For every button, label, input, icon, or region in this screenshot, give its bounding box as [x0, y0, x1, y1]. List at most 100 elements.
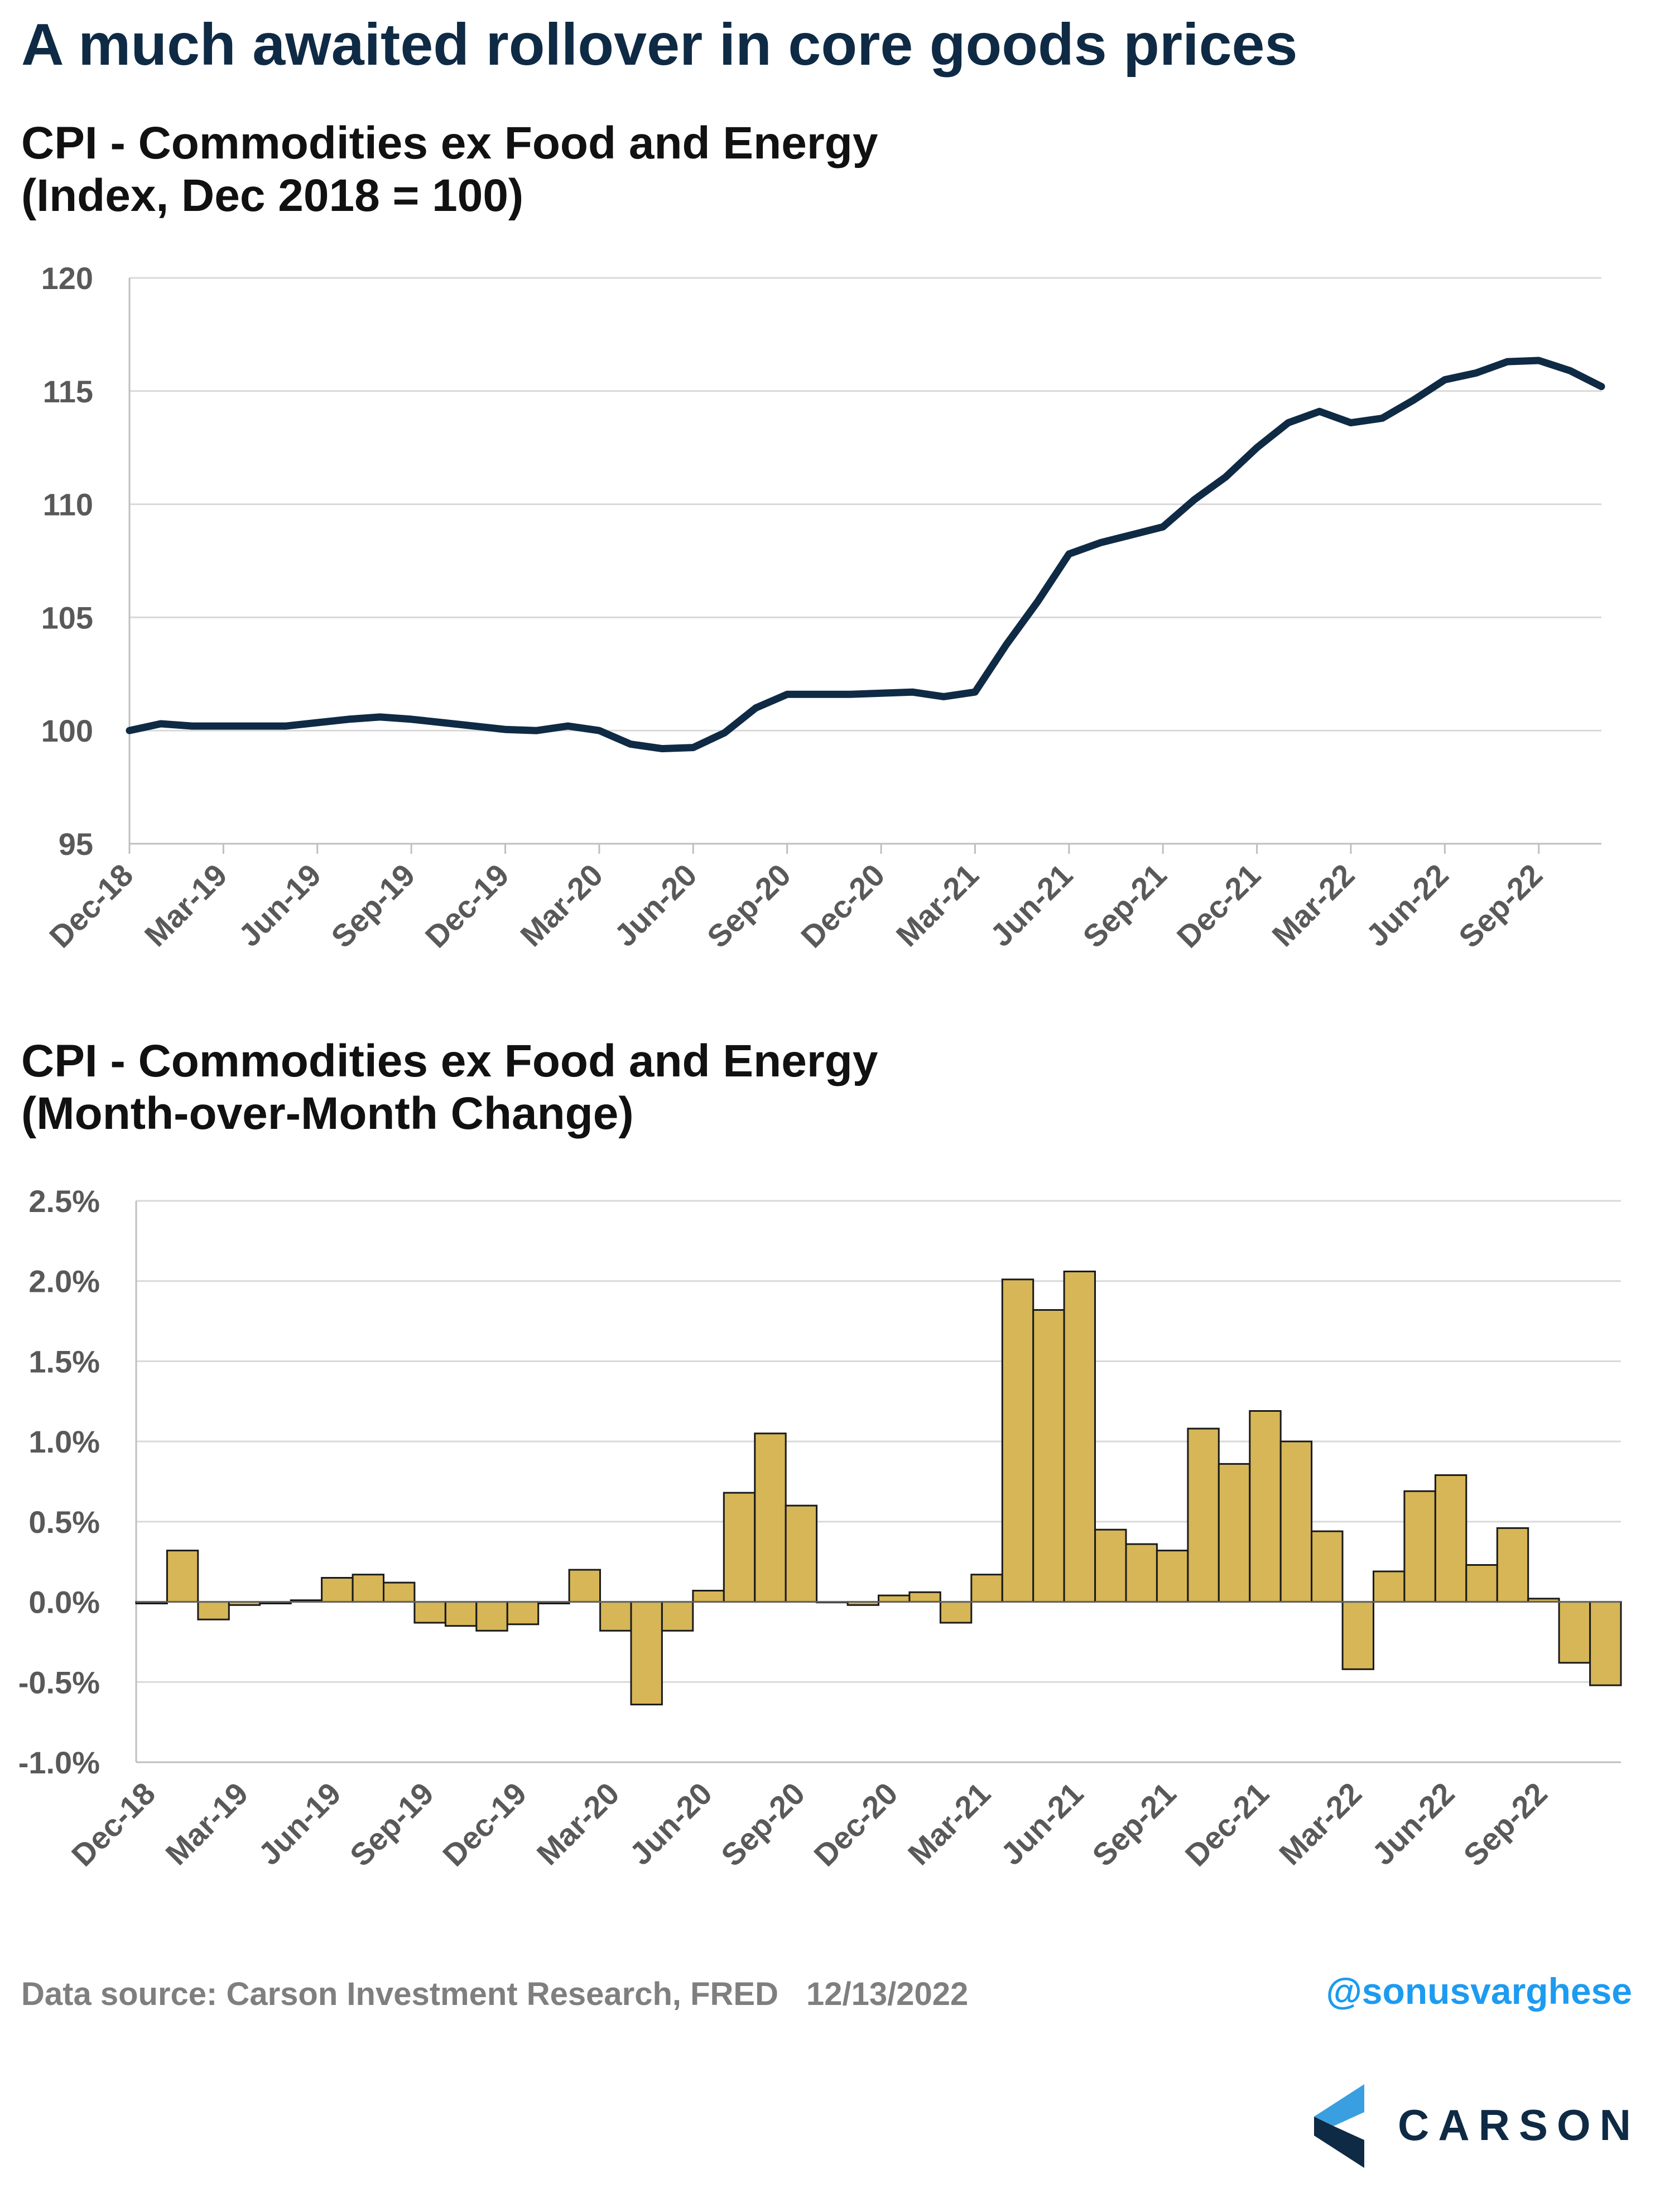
bar	[723, 1492, 756, 1603]
y-tick-label: 0.5%	[28, 1504, 100, 1540]
bar	[692, 1590, 725, 1603]
x-tick-label: Jun-21	[983, 857, 1079, 953]
bar	[197, 1601, 230, 1620]
x-tick-label: Mar-22	[1272, 1776, 1368, 1872]
x-tick-label: Dec-19	[418, 857, 516, 954]
x-tick-label: Mar-21	[889, 857, 985, 953]
bar	[1218, 1463, 1251, 1603]
bar	[506, 1601, 540, 1626]
x-tick-label: Jun-21	[994, 1776, 1090, 1872]
y-tick-label: 0.0%	[28, 1585, 100, 1620]
bar	[630, 1601, 663, 1706]
x-tick-label: Jun-19	[232, 857, 328, 953]
x-tick-label: Jun-22	[1365, 1776, 1461, 1872]
bar	[383, 1581, 416, 1603]
bar	[475, 1601, 508, 1632]
carson-logo: CARSON	[1314, 2084, 1632, 2168]
y-tick-label: 1.5%	[28, 1344, 100, 1379]
x-tick-label: Mar-20	[513, 857, 609, 953]
bar	[1496, 1527, 1529, 1603]
bar	[1125, 1543, 1158, 1603]
mom-chart-subtitle: (Month-over-Month Change)	[21, 1088, 634, 1139]
bar	[352, 1574, 384, 1603]
bar	[321, 1577, 354, 1603]
bar	[1341, 1601, 1375, 1670]
mom-chart-title-block: CPI - Commodities ex Food and Energy (Mo…	[21, 1035, 878, 1140]
x-tick-label: Mar-21	[901, 1776, 997, 1872]
bar	[444, 1601, 478, 1627]
bar	[970, 1574, 1003, 1603]
y-tick-label: 120	[41, 261, 93, 296]
x-tick-label: Dec-18	[65, 1776, 162, 1873]
x-tick-label: Mar-22	[1265, 857, 1361, 953]
bar	[166, 1550, 199, 1603]
y-tick-label: -0.5%	[18, 1665, 100, 1700]
bar	[1001, 1278, 1035, 1603]
source-date: 12/13/2022	[806, 1976, 969, 2012]
x-tick-label: Mar-19	[158, 1776, 254, 1872]
bar	[1156, 1550, 1189, 1603]
x-tick-label: Jun-19	[252, 1776, 348, 1872]
x-tick-label: Sep-19	[324, 857, 421, 954]
y-tick-label: 105	[41, 600, 93, 635]
bar	[1063, 1271, 1096, 1603]
bar	[1558, 1601, 1591, 1664]
bar	[1403, 1490, 1436, 1603]
mom-bar-chart: -1.0% -0.5% 0.0% 0.5% 1.0% 1.5% 2.0% 2.5% Dec-18…	[18, 1184, 1622, 1873]
bar	[878, 1594, 911, 1603]
bar	[1279, 1440, 1313, 1603]
bar	[661, 1601, 694, 1632]
index-line-chart: 95 100 105 110 115 120 Dec-18Mar-19Jun-19Sep-1…	[41, 261, 1605, 954]
bar	[1311, 1530, 1344, 1603]
x-tick-label: Jun-22	[1359, 857, 1455, 953]
bar	[908, 1591, 941, 1603]
index-chart-subtitle: (Index, Dec 2018 = 100)	[21, 170, 524, 221]
x-tick-label: Dec-20	[794, 857, 891, 954]
x-tick-label: Dec-20	[807, 1776, 904, 1873]
bar	[413, 1601, 446, 1624]
carson-logo-text: CARSON	[1398, 2100, 1640, 2150]
y-tick-label: 95	[59, 826, 93, 862]
bar	[1465, 1564, 1498, 1603]
bar	[939, 1601, 973, 1624]
bar	[1434, 1474, 1467, 1603]
bar	[1249, 1410, 1282, 1603]
y-tick-label: 110	[43, 487, 93, 522]
x-tick-label: Sep-21	[1076, 857, 1173, 954]
bar	[599, 1601, 632, 1632]
x-tick-label: Sep-22	[1456, 1776, 1553, 1873]
x-tick-label: Sep-19	[343, 1776, 440, 1873]
x-tick-label: Sep-20	[714, 1776, 811, 1873]
x-tick-label: Dec-21	[1170, 857, 1267, 954]
twitter-handle: @sonusvarghese	[1326, 1970, 1632, 2012]
index-chart-title: CPI - Commodities ex Food and Energy	[21, 118, 878, 169]
x-tick-label: Sep-20	[700, 857, 797, 954]
y-tick-label: 2.5%	[28, 1184, 100, 1219]
y-tick-label: 1.0%	[28, 1424, 100, 1459]
bar	[568, 1569, 601, 1603]
x-tick-label: Jun-20	[623, 1776, 719, 1872]
x-tick-label: Jun-20	[608, 857, 704, 953]
x-tick-label: Dec-19	[436, 1776, 533, 1873]
y-tick-label: -1.0%	[18, 1745, 100, 1780]
y-tick-label: 100	[41, 713, 93, 748]
bar	[754, 1432, 787, 1603]
page-title: A much awaited rollover in core goods pr…	[21, 12, 1298, 78]
y-tick-label: 115	[43, 374, 93, 409]
x-tick-label: Mar-19	[138, 857, 234, 953]
index-chart-title-block: CPI - Commodities ex Food and Energy (In…	[21, 117, 878, 222]
carson-logo-icon	[1314, 2084, 1364, 2168]
x-tick-label: Sep-22	[1452, 857, 1549, 954]
mom-chart-title: CPI - Commodities ex Food and Energy	[21, 1036, 878, 1086]
bar	[1373, 1570, 1406, 1603]
bar	[1032, 1309, 1065, 1603]
source-text: Data source: Carson Investment Research,…	[21, 1976, 778, 2012]
y-tick-label: 2.0%	[28, 1264, 100, 1299]
x-tick-label: Dec-18	[42, 857, 139, 954]
bar	[1589, 1601, 1622, 1686]
x-tick-label: Dec-21	[1178, 1776, 1276, 1873]
bar	[1187, 1427, 1220, 1603]
footer-source: Data source: Carson Investment Research,…	[21, 1975, 996, 2013]
series-line	[126, 357, 1605, 753]
x-tick-label: Mar-20	[530, 1776, 626, 1872]
